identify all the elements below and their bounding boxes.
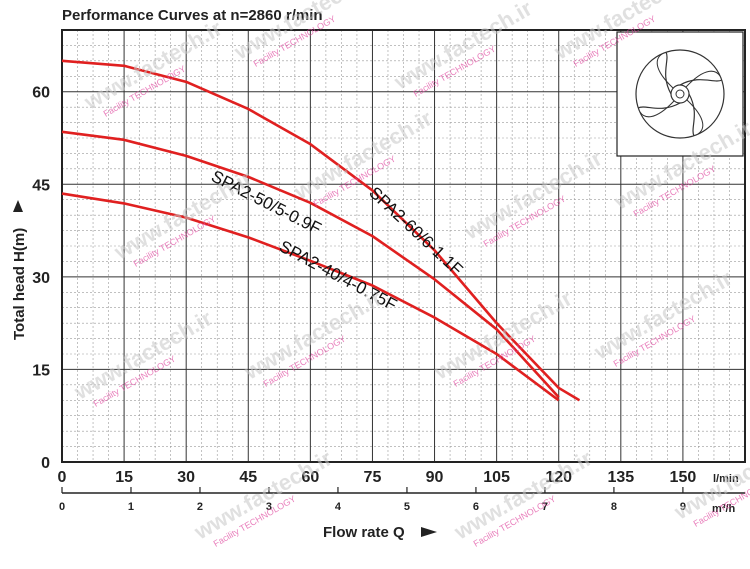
y-tick-labels: 0 15 30 45 60 — [32, 85, 50, 472]
x-secondary-tick-label: 7 — [542, 501, 548, 513]
impeller-icon — [635, 49, 725, 139]
x-secondary-tick-label: 1 — [128, 501, 134, 513]
y-tick-label: 45 — [32, 177, 50, 194]
series-line — [61, 192, 560, 402]
x-tick-label: 150 — [670, 469, 697, 486]
x-tick-label: 15 — [115, 469, 133, 486]
x-secondary-tick-label: 2 — [197, 501, 203, 513]
y-axis-label: Total head H(m) — [11, 228, 28, 340]
x-secondary-tick-label: 6 — [473, 501, 479, 513]
x-axis-label: Flow rate Q — [323, 524, 405, 541]
svg-text:www.factech.ir: www.factech.ir — [449, 445, 597, 545]
impeller-inset — [616, 31, 744, 157]
chart-title: Performance Curves at n=2860 r/min — [62, 7, 323, 24]
x-tick-label: 45 — [239, 469, 257, 486]
x-axis-label-group: Flow rate Q — [323, 524, 437, 541]
svg-text:www.factech.ir: www.factech.ir — [189, 445, 337, 545]
x-tick-label: 120 — [545, 469, 572, 486]
y-tick-label: 30 — [32, 270, 50, 287]
x-tick-label: 30 — [177, 469, 195, 486]
y-axis-label-group: Total head H(m) — [11, 200, 28, 340]
y-tick-label: 0 — [41, 455, 50, 472]
x-secondary-tick-label: 5 — [404, 501, 410, 513]
svg-text:www.factech.ir: www.factech.ir — [289, 105, 437, 205]
x-tick-label: 60 — [301, 469, 319, 486]
x-secondary-tick-label: 0 — [59, 501, 65, 513]
x-secondary-tick-label: 3 — [266, 501, 272, 513]
series-line — [61, 130, 560, 399]
x-tick-label: 75 — [364, 469, 382, 486]
svg-text:www.factech.ir: www.factech.ir — [389, 0, 537, 95]
x-secondary-tick-label: 8 — [611, 501, 617, 513]
grid-minor — [62, 29, 745, 462]
plot-frame — [61, 29, 746, 463]
x-unit-secondary: m³/h — [712, 503, 736, 515]
x-tick-label: 0 — [58, 469, 67, 486]
x-tick-label: 105 — [483, 469, 510, 486]
y-tick-label: 60 — [32, 85, 50, 102]
series-line — [61, 59, 581, 402]
svg-text:www.factech.ir: www.factech.ir — [69, 305, 217, 405]
svg-text:www.factech.ir: www.factech.ir — [589, 265, 737, 365]
x-secondary-tick-label: 4 — [335, 501, 342, 513]
x-unit-primary: l/min — [713, 473, 739, 485]
x-axis-arrow-icon — [421, 527, 437, 537]
y-tick-label: 15 — [32, 362, 50, 379]
x-tick-labels: 0 15 30 45 60 75 90 105 120 135 150 — [58, 469, 697, 486]
x-tick-label: 90 — [426, 469, 444, 486]
curves — [61, 59, 581, 402]
x-secondary-tick-label: 9 — [680, 501, 686, 513]
x-tick-label: 135 — [607, 469, 634, 486]
x-secondary-tick-labels: 0 1 2 3 4 5 6 7 8 9 — [59, 487, 686, 513]
y-axis-arrow-icon — [13, 200, 23, 212]
